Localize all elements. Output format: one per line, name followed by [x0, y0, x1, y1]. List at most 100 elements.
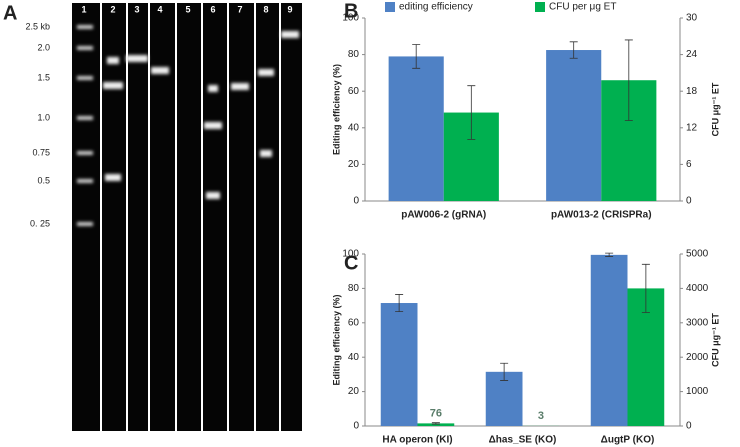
band [204, 122, 222, 129]
error-bar [395, 294, 404, 313]
bar [380, 303, 418, 426]
size-label: 2.5 kb [25, 21, 50, 31]
y2-tick-label: 0 [686, 196, 692, 207]
error-bar [412, 44, 421, 69]
y-tick-label: 0 [353, 421, 359, 432]
band [281, 31, 299, 38]
error-bar [605, 252, 614, 257]
ladder-band [77, 76, 93, 80]
lane-gap [175, 3, 177, 431]
y2-axis-label: CFU μg⁻¹ ET [710, 313, 720, 367]
panel-label: A [3, 2, 17, 24]
size-label: 1.0 [37, 112, 50, 122]
band [107, 57, 119, 64]
y-tick-label: 40 [348, 352, 360, 363]
band [258, 69, 274, 76]
lane-label: 6 [210, 4, 215, 14]
x-tick-label: pAW006-2 (gRNA) [401, 210, 486, 221]
lane-gap [279, 3, 281, 431]
ladder-band [77, 116, 93, 120]
y-tick-label: 40 [348, 122, 360, 133]
lane-gap [201, 3, 203, 431]
y2-tick-label: 6 [686, 159, 692, 170]
lane-label: 5 [185, 4, 190, 14]
y-tick-label: 20 [348, 386, 360, 397]
error-bar [569, 41, 578, 59]
error-bar [624, 39, 633, 121]
y2-tick-label: 24 [686, 49, 698, 60]
y-axis-label: Editing efficiency (%) [331, 64, 341, 155]
bar [590, 254, 628, 426]
band [105, 174, 121, 181]
band [126, 55, 148, 62]
size-label: 2.0 [37, 42, 50, 52]
bar [546, 50, 602, 202]
legend-swatch [385, 2, 395, 12]
lane-label: 3 [134, 4, 139, 14]
ladder-band [77, 179, 93, 183]
size-label: 1.5 [37, 72, 50, 82]
lane-gap [126, 3, 128, 431]
y-tick-label: 20 [348, 159, 360, 170]
lane-label: 9 [287, 4, 292, 14]
lane-gap [227, 3, 229, 431]
lane-label: 4 [157, 4, 162, 14]
lane-label: 1 [81, 4, 86, 14]
band [231, 83, 249, 90]
lane-gap [254, 3, 256, 431]
x-tick-label: ΔugtP (KO) [601, 435, 655, 446]
band [206, 192, 220, 199]
y-tick-label: 100 [342, 249, 359, 260]
ladder-band [77, 222, 93, 226]
ladder-band [77, 46, 93, 50]
y-tick-label: 80 [348, 283, 360, 294]
panel-label: B [344, 0, 358, 22]
y2-axis-label: CFU μg⁻¹ ET [710, 82, 720, 136]
band [103, 82, 123, 89]
y-tick-label: 80 [348, 49, 360, 60]
y-axis-label: Editing efficiency (%) [331, 294, 341, 385]
value-label: 3 [538, 410, 544, 422]
x-tick-label: HA operon (KI) [382, 435, 452, 446]
ladder-band [77, 151, 93, 155]
y-tick-label: 60 [348, 317, 360, 328]
y2-tick-label: 30 [686, 13, 698, 24]
size-label: 0.5 [37, 175, 50, 185]
band [151, 67, 169, 74]
bar [485, 371, 523, 426]
lane-gap [148, 3, 150, 431]
legend-label: editing efficiency [399, 2, 473, 13]
y2-tick-label: 5000 [686, 249, 709, 260]
gel [72, 3, 302, 431]
size-label: 0. 25 [30, 218, 50, 228]
y2-tick-label: 3000 [686, 317, 709, 328]
y2-tick-label: 2000 [686, 352, 709, 363]
value-label: 76 [430, 407, 442, 419]
panel-label: C [344, 252, 358, 274]
y2-tick-label: 0 [686, 421, 692, 432]
ladder-band [77, 25, 93, 29]
x-tick-label: pAW013-2 (CRISPRa) [551, 210, 652, 221]
lane-label: 7 [237, 4, 242, 14]
y-tick-label: 0 [353, 196, 359, 207]
legend-swatch [535, 2, 545, 12]
y2-tick-label: 18 [686, 86, 698, 97]
y2-tick-label: 4000 [686, 283, 709, 294]
size-label: 0.75 [32, 147, 50, 157]
error-bar [467, 85, 476, 140]
y-tick-label: 100 [342, 13, 359, 24]
band [208, 85, 218, 92]
y2-tick-label: 12 [686, 122, 698, 133]
error-bar [500, 362, 509, 381]
error-bar [431, 422, 440, 425]
bar [417, 423, 455, 426]
x-tick-label: Δhas_SE (KO) [489, 435, 557, 446]
y-tick-label: 60 [348, 86, 360, 97]
lane-label: 2 [110, 4, 115, 14]
error-bar [641, 263, 650, 313]
legend-label: CFU per μg ET [549, 2, 616, 13]
band [260, 150, 272, 157]
bar [388, 56, 444, 202]
lane-gap [100, 3, 102, 431]
